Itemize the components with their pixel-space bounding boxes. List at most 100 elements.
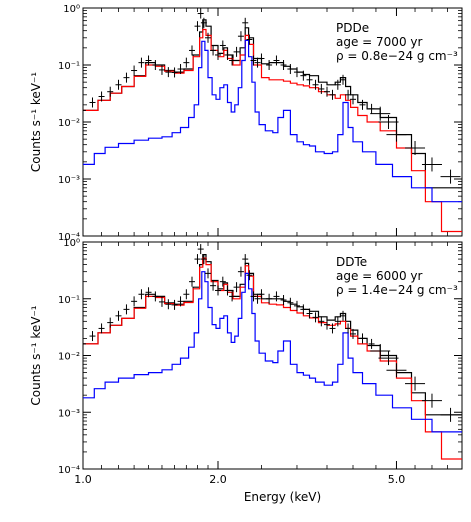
data-point xyxy=(205,268,212,279)
x-tick-label: 5.0 xyxy=(388,473,406,486)
data-point xyxy=(205,32,212,43)
annotation-line: ρ = 0.8e−24 g cm⁻³ xyxy=(336,49,458,63)
data-point xyxy=(158,296,165,307)
data-point xyxy=(250,55,257,66)
data-point xyxy=(370,344,391,359)
plot-area xyxy=(83,244,462,460)
data-point xyxy=(115,79,122,90)
model-line xyxy=(83,271,462,433)
data-point xyxy=(329,89,336,100)
data-point xyxy=(98,323,105,334)
data-point xyxy=(266,293,273,304)
data-point xyxy=(345,323,352,334)
plot-area xyxy=(83,8,462,233)
data-point xyxy=(188,45,195,56)
data-point xyxy=(123,72,130,83)
data-point xyxy=(246,270,253,281)
data-point xyxy=(183,289,190,300)
data-point xyxy=(440,169,461,184)
data-point xyxy=(323,319,330,330)
y-tick-label: 10⁻¹ xyxy=(58,61,80,72)
data-point xyxy=(215,285,222,296)
data-point xyxy=(152,60,159,70)
data-point xyxy=(287,64,294,75)
annotation-line: PDDe xyxy=(336,21,369,35)
data-point xyxy=(145,287,152,298)
data-point xyxy=(386,363,407,378)
data-point xyxy=(197,8,204,19)
data-point xyxy=(254,293,261,304)
data-point xyxy=(250,291,257,302)
y-tick-label: 10⁻² xyxy=(58,118,80,129)
y-tick-label: 10⁻¹ xyxy=(58,295,80,306)
data-point xyxy=(89,97,96,108)
data-point xyxy=(323,86,330,97)
data-point xyxy=(219,276,226,287)
data-point xyxy=(280,295,287,306)
data-point xyxy=(293,300,300,311)
data-point xyxy=(340,310,347,321)
model-line xyxy=(83,257,462,460)
data-point xyxy=(350,328,357,339)
data-point xyxy=(177,296,184,307)
annotation-line: ρ = 1.4e−24 g cm⁻³ xyxy=(336,283,458,297)
data-point xyxy=(194,254,201,265)
annotation-line: DDTe xyxy=(336,255,367,269)
data-point xyxy=(98,91,105,102)
y-axis-label: Counts s⁻¹ keV⁻¹ xyxy=(29,305,43,405)
x-tick-label: 2.0 xyxy=(209,473,227,486)
data-point xyxy=(194,21,201,32)
y-tick-label: 10⁻³ xyxy=(58,175,80,186)
data-point xyxy=(233,282,240,293)
data-point xyxy=(334,79,341,90)
y-tick-label: 10⁰ xyxy=(63,4,80,15)
y-tick-label: 10⁻⁴ xyxy=(58,465,80,476)
x-tick-label: 1.0 xyxy=(74,473,92,486)
data-point xyxy=(138,289,145,300)
data-point xyxy=(215,49,222,60)
data-point xyxy=(89,331,96,342)
data-point xyxy=(359,333,366,344)
data-point xyxy=(145,55,152,66)
data-point xyxy=(115,310,122,321)
data-point xyxy=(300,70,307,81)
data-point xyxy=(258,289,265,300)
data-point xyxy=(233,46,240,57)
x-axis-label: Energy (keV) xyxy=(244,490,321,504)
data-point xyxy=(200,17,207,28)
data-point xyxy=(440,407,461,422)
y-axis-label: Counts s⁻¹ keV⁻¹ xyxy=(29,72,43,172)
data-point xyxy=(258,53,265,64)
data-point xyxy=(200,254,207,265)
data-point xyxy=(293,67,300,78)
data-point xyxy=(266,60,273,70)
data-point xyxy=(273,55,280,66)
data-point xyxy=(107,86,114,97)
data-point xyxy=(219,40,226,51)
data-point xyxy=(334,316,341,327)
data-point xyxy=(280,60,287,70)
data-point xyxy=(107,317,114,328)
data-point xyxy=(83,338,86,349)
data-point xyxy=(237,266,244,277)
y-tick-label: 10⁻³ xyxy=(58,408,80,419)
data-point xyxy=(158,64,165,75)
panel-ddte: 10⁰ 10⁻¹ 10⁻² 10⁻³ 10⁻⁴1.0 2.0 5.0 Energy (keV)… xyxy=(29,238,463,504)
data-point xyxy=(345,89,352,100)
y-tick-label: 10⁻² xyxy=(58,352,80,363)
panel-pdde: 10⁰ 10⁻¹ 10⁻² 10⁻³ 10⁻⁴ Counts s⁻¹ keV⁻¹ PDDea… xyxy=(29,4,463,243)
data-point xyxy=(131,65,138,76)
data-point xyxy=(237,31,244,42)
data-point xyxy=(183,57,190,68)
data-point xyxy=(359,99,366,110)
data-point xyxy=(405,140,426,155)
annotation-line: age = 6000 yr xyxy=(336,269,422,283)
data-point xyxy=(131,296,138,307)
data-point xyxy=(229,291,236,302)
data-point xyxy=(306,74,313,85)
data-point xyxy=(368,103,375,114)
data-point xyxy=(378,115,399,129)
data-point xyxy=(242,17,249,28)
data-point xyxy=(224,285,231,296)
